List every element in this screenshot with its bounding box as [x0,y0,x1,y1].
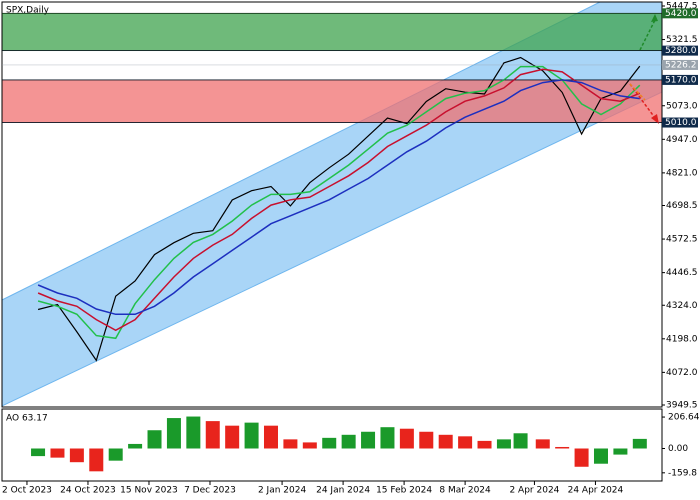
ao-bar [283,439,298,449]
level-label-box [662,74,698,85]
ao-bar [632,438,647,449]
ao-bar [496,439,511,449]
level-label-box [662,45,698,56]
ao-bar [31,448,46,457]
x-tick-label: 2 Oct 2023 [2,486,52,496]
ao-bar [89,448,104,472]
ao-bar [244,422,259,449]
down-arrow [629,83,656,119]
level-label-box [662,117,698,128]
level-label: 5420.0 [665,9,697,19]
up-arrow [639,19,656,51]
ao-bar [147,430,162,449]
ao-bar [166,418,181,449]
y-tick-label: 4324.0 [666,301,698,311]
y-tick-label: 4446.5 [666,268,698,278]
ao-bar [69,448,84,463]
ao-bar [613,448,628,455]
plot [37,56,641,362]
y-tick-label: 5321.5 [666,35,698,45]
zone [1,79,663,123]
ao-frame [1,408,663,482]
ao-bar [574,448,589,467]
level-label: 5226.2 [665,60,697,70]
y-tick-label: 4572.5 [666,235,698,245]
ao-bar [477,440,492,449]
y-tick-label: 4947.0 [666,135,698,145]
ao-bar [361,431,376,449]
y-tick-label: 3949.5 [666,401,698,411]
ao-bar [513,433,528,449]
price-line [37,56,641,362]
ao-bar [419,431,434,449]
y-tick-label: 206.64 [668,413,700,423]
level-label: 5010.0 [665,118,697,128]
y-tick-label: 4198.0 [666,334,698,344]
y-tick-label: 4698.5 [666,201,698,211]
y-tick-label: 4821.0 [666,168,698,178]
x-tick-label: 24 Apr 2024 [568,486,624,496]
x-tick-label: 24 Jan 2024 [316,486,370,496]
ao-bar [341,434,356,449]
up-arrowhead [651,14,658,22]
x-tick-label: 2 Apr 2024 [509,486,559,496]
level-label-box [662,8,698,19]
moving-average [37,68,641,332]
ao-title: AO 63.17 [6,414,48,424]
ao-bar [458,436,473,449]
x-tick-label: 2 Jan 2024 [258,486,306,496]
y-tick-label: 4072.0 [666,368,698,378]
zone [1,12,663,52]
ao-bar [399,428,414,449]
ao-bar [50,448,65,458]
ao-bar [322,437,337,449]
moving-average [37,65,641,340]
x-tick-label: 24 Oct 2023 [60,486,116,496]
ao-bar [263,425,278,449]
ao-bar [128,443,143,449]
y-tick-label: 0.00 [668,444,688,454]
ao-bar [186,416,201,449]
ao-bar [205,421,220,449]
level-label-box [662,59,698,70]
price-frame [1,1,663,408]
down-arrowhead [651,114,659,124]
ao-bar [225,425,240,449]
alt-arrow [629,83,646,101]
ao-bar [302,442,317,449]
level-label: 5280.0 [665,46,697,56]
y-tick-label: 5447.5 [666,2,698,12]
x-tick-label: 8 Mar 2024 [439,486,491,496]
y-tick-label: 5073.0 [666,101,698,111]
moving-average [37,79,640,316]
x-tick-label: 15 Feb 2024 [376,486,432,496]
ao-bar [380,427,395,449]
ao-bar [438,434,453,449]
y-tick-label: -159.8 [668,468,697,478]
ao-bar [593,448,608,464]
ao-bar [535,439,550,449]
chart-title: SPX,Daily [6,6,50,16]
ao-bar [555,446,570,449]
level-label: 5170.0 [665,75,697,85]
x-tick-label: 15 Nov 2023 [120,486,178,496]
ao-bar [108,448,123,461]
x-tick-label: 7 Dec 2023 [184,486,236,496]
